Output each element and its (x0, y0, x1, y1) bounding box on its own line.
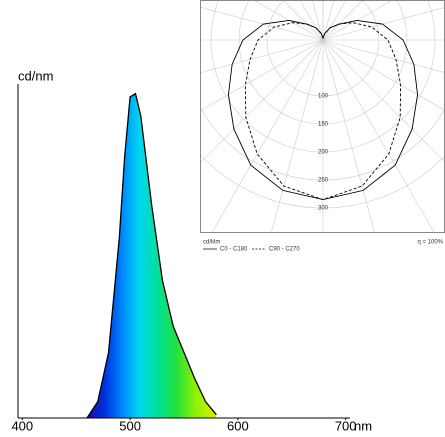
r-tick-label: 300 (318, 206, 329, 212)
x-tick-label: 700 (335, 418, 357, 433)
legend-label: C90 - C270 (269, 247, 300, 253)
spectrum-area (86, 93, 217, 418)
y-axis-label: cd/nm (18, 68, 53, 83)
r-tick-label: 200 (318, 150, 329, 156)
x-tick-label: 600 (227, 418, 249, 433)
polar-plot: 100 150 200 250 300 (201, 1, 444, 232)
x-axis-label: nm (354, 418, 372, 433)
x-tick-label: 400 (11, 418, 33, 433)
intensity-curve (244, 22, 402, 201)
spectrum-plot: cd/nm nm 400 500 600 700 (11, 68, 372, 433)
circular-grid-line (201, 108, 444, 181)
circular-grid-line (266, 1, 380, 97)
efficiency-label: η = 100% (417, 240, 443, 246)
r-tick-label: 100 (318, 94, 329, 100)
r-tick-label: 250 (318, 178, 329, 184)
circular-grid-line (238, 1, 408, 125)
legend-label: C0 - C180 (220, 247, 248, 253)
polar-frame (200, 0, 445, 233)
circular-grid-line (201, 155, 444, 209)
circular-grid-line (210, 1, 436, 153)
x-tick-label: 500 (119, 418, 141, 433)
r-tick-label: 150 (318, 122, 329, 128)
unit-label: cd/klm (203, 240, 220, 246)
spectrum-line (86, 92, 217, 419)
